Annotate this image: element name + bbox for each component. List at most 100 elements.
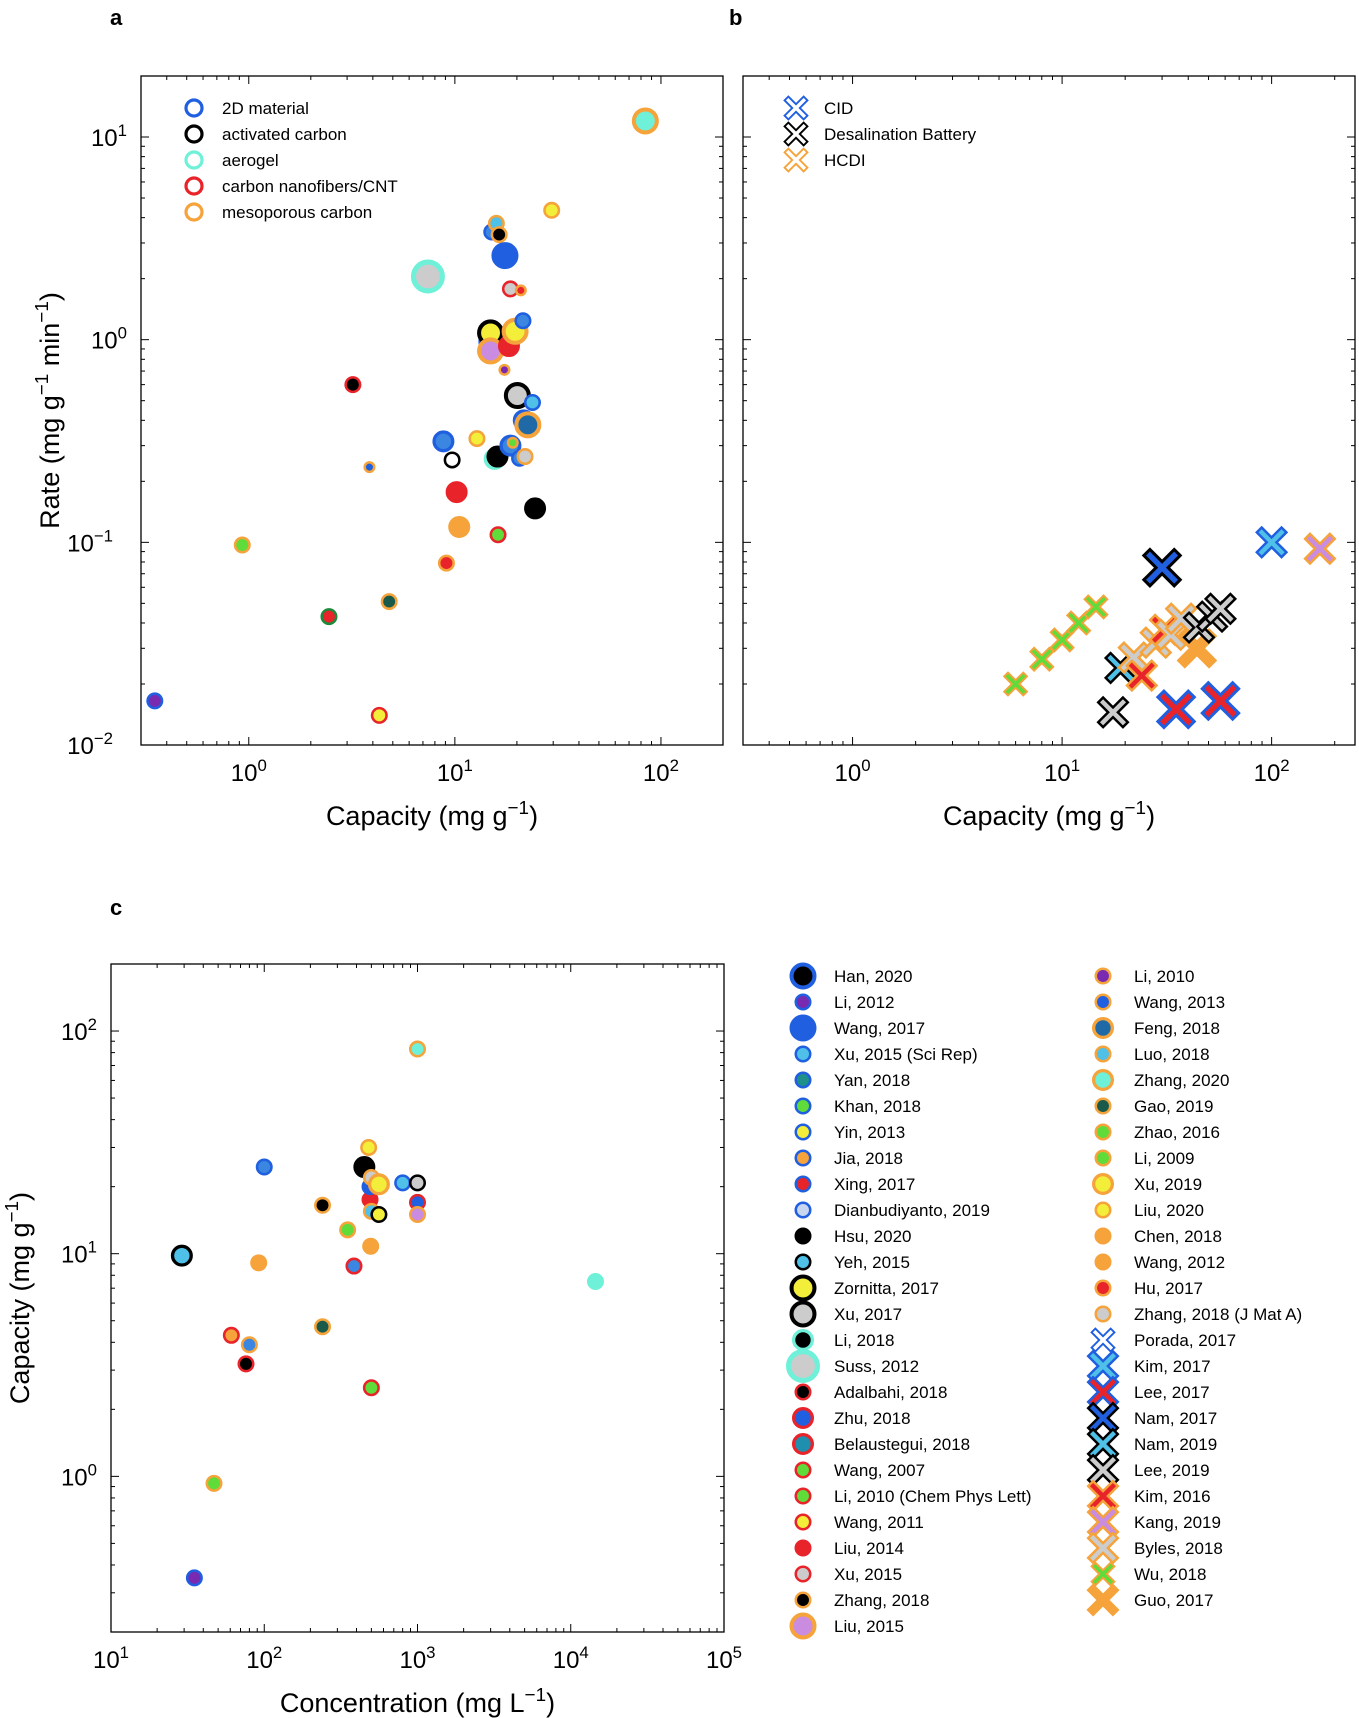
data-point: [363, 461, 376, 474]
legend-marker: [184, 202, 204, 222]
legend-c-label: Li, 2010 (Chem Phys Lett): [834, 1487, 1031, 1506]
data-point: [1049, 627, 1075, 653]
data-point: [468, 430, 486, 448]
x-tick-label: 100: [835, 756, 871, 787]
data-point: [394, 1174, 412, 1192]
legend-c-label: Belaustegui, 2018: [834, 1435, 970, 1454]
data-point: [1125, 659, 1159, 693]
legend-c-marker: [1086, 1583, 1120, 1617]
legend-marker: [783, 95, 809, 121]
y-tick-label: 101: [61, 1238, 97, 1269]
x-tick-label: 100: [231, 756, 267, 787]
legend-c-label: Li, 2012: [834, 993, 895, 1012]
data-point: [443, 451, 461, 469]
x-tick-label: 101: [437, 756, 473, 787]
legend-c-marker: [1092, 1069, 1115, 1092]
legend-c-marker: [1094, 993, 1112, 1011]
y-tick-label: 101: [91, 121, 127, 152]
panel-label-a: a: [110, 5, 123, 30]
legend-c-marker: [794, 1123, 812, 1141]
legend-c-marker: [1086, 1427, 1120, 1461]
legend-c-marker: [1086, 1531, 1120, 1565]
chart-b: 100 101 102 Capacity (mg g−1) CID Desalinatio…: [742, 75, 1356, 831]
legend-c-label: Li, 2010: [1134, 967, 1195, 986]
legend-c-label: Yan, 2018: [834, 1071, 910, 1090]
data-point: [370, 706, 388, 724]
legend-c-marker: [794, 1045, 812, 1063]
legend-c-marker: [1086, 1453, 1120, 1487]
data-point: [1028, 646, 1055, 673]
legend-c-marker: [1094, 1279, 1112, 1297]
legend-label: Desalination Battery: [824, 125, 977, 144]
data-point: [237, 1355, 255, 1373]
y-tick-label: 102: [61, 1015, 97, 1046]
legend-c-marker: [794, 1565, 812, 1583]
legend-c-label: Porada, 2017: [1134, 1331, 1236, 1350]
data-point: [320, 608, 338, 626]
data-point: [345, 1257, 363, 1275]
data-point: [360, 1138, 378, 1156]
data-point: [222, 1326, 240, 1344]
legend-c-label: Xu, 2015 (Sci Rep): [834, 1045, 978, 1064]
data-point: [490, 226, 508, 244]
legend-c-label: Gao, 2019: [1134, 1097, 1213, 1116]
legend-c-marker: [794, 1539, 812, 1557]
legend-c-marker: [794, 1591, 812, 1609]
y-tick-label: 100: [91, 324, 127, 355]
legend-c-marker: [789, 1014, 817, 1042]
legend-c-label: Kim, 2016: [1134, 1487, 1211, 1506]
x-axis-label: Capacity (mg g−1): [326, 798, 538, 831]
ticks: [742, 75, 1355, 746]
data-point: [1164, 602, 1198, 636]
y-axis-label: Capacity (mg g−1): [2, 1192, 35, 1404]
data-point: [370, 1205, 388, 1223]
data-point: [514, 284, 527, 297]
x-tick-label: 102: [246, 1643, 282, 1674]
legend-c-label: Khan, 2018: [834, 1097, 921, 1116]
legend-c-marker: [794, 1201, 812, 1219]
legend-c-label: Wang, 2011: [834, 1513, 924, 1532]
legend-c-marker: [1094, 967, 1112, 985]
x-tick-label: 101: [1044, 756, 1080, 787]
legend-c-label: Wang, 2013: [1134, 993, 1225, 1012]
data-points: [146, 107, 659, 724]
legend-c-marker: [789, 962, 817, 990]
legend-c-marker: [1094, 1227, 1112, 1245]
legend-c-label: Li, 2009: [1134, 1149, 1195, 1168]
legend-c-label: Han, 2020: [834, 967, 912, 986]
legend-c-label: Zhu, 2018: [834, 1409, 911, 1428]
legend-c: Han, 2020 Li, 2012 Wang, 2017 Xu, 2015 (Sci…: [785, 962, 1302, 1640]
legend-marker: [184, 124, 204, 144]
legend-c-label: Feng, 2018: [1134, 1019, 1220, 1038]
legend-c-label: Byles, 2018: [1134, 1539, 1223, 1558]
data-point: [489, 526, 507, 544]
x-tick-label: 102: [1254, 756, 1290, 787]
data-point: [314, 1196, 332, 1214]
data-point: [445, 481, 468, 504]
data-point: [1155, 689, 1197, 730]
y-axis-label: Rate (mg g−1 min−1): [32, 292, 65, 529]
legend: CID Desalination Battery HCDI: [783, 95, 977, 173]
legend-c-label: Zhang, 2018 (J Mat A): [1134, 1305, 1302, 1324]
data-point: [408, 1040, 426, 1058]
legend-label: CID: [824, 99, 853, 118]
legend-c-label: Zornitta, 2017: [834, 1279, 939, 1298]
data-point: [1303, 532, 1337, 566]
legend-c-label: Hsu, 2020: [834, 1227, 912, 1246]
x-tick-label: 101: [93, 1643, 129, 1674]
legend-label: HCDI: [824, 151, 866, 170]
data-point: [524, 497, 547, 520]
legend-c-label: Wang, 2017: [834, 1019, 925, 1038]
legend-label: aerogel: [222, 151, 279, 170]
legend-c-label: Adalbahi, 2018: [834, 1383, 947, 1402]
legend-c-marker: [1092, 1017, 1115, 1040]
data-point: [170, 1244, 193, 1267]
legend-c-marker: [1086, 1375, 1120, 1409]
legend-c-marker: [794, 1097, 812, 1115]
legend-c-label: Guo, 2017: [1134, 1591, 1213, 1610]
legend-c-marker: [794, 1071, 812, 1089]
data-point: [1083, 594, 1109, 620]
legend-marker: [184, 98, 204, 118]
plot-frame: [140, 75, 724, 746]
x-tick-label: 105: [706, 1643, 742, 1674]
